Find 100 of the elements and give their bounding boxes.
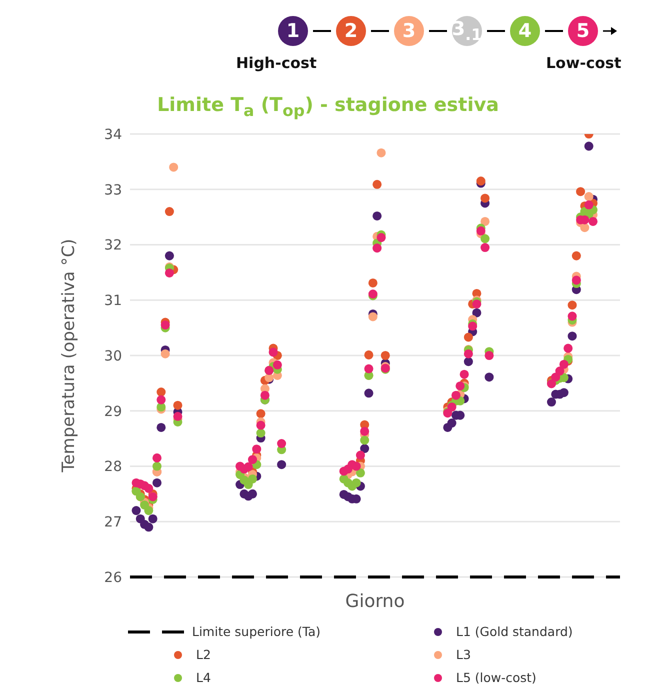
point [584, 200, 594, 210]
point [376, 233, 386, 242]
point [584, 142, 594, 151]
point [156, 395, 166, 404]
point [546, 398, 556, 407]
point [132, 506, 141, 516]
point [360, 436, 370, 445]
point [144, 506, 154, 516]
y-tick-label: 27 [104, 514, 122, 531]
point [472, 308, 482, 318]
point [248, 474, 258, 484]
point [352, 478, 361, 488]
point [260, 390, 270, 400]
point [164, 268, 174, 278]
point [173, 412, 182, 421]
y-tick-label: 31 [104, 293, 122, 310]
point [559, 388, 568, 398]
text: High-cost [236, 54, 317, 72]
point [480, 243, 490, 252]
point [380, 350, 390, 360]
point [360, 444, 370, 454]
point [568, 300, 577, 310]
point [152, 462, 162, 471]
point [484, 372, 494, 382]
y-tick-label: 33 [104, 182, 122, 198]
chart-title: Limite T$_{a}$ (T$_{op}$) - stagione estiva [157, 94, 499, 120]
point [372, 244, 382, 253]
y-tick-label: 34 [104, 126, 122, 143]
point [364, 388, 374, 398]
point [460, 370, 469, 379]
point [588, 216, 598, 226]
point [456, 381, 465, 390]
point [256, 420, 266, 430]
point [244, 462, 253, 472]
point [156, 388, 166, 397]
x-axis-title: Giorno [345, 591, 405, 612]
point [568, 312, 577, 321]
point [152, 453, 162, 462]
legend-label: L1 (Gold standard) [456, 624, 573, 639]
point [256, 409, 266, 418]
point [372, 180, 382, 189]
point [277, 460, 286, 470]
point [584, 192, 594, 202]
point [464, 357, 473, 366]
point [451, 390, 460, 400]
point [160, 320, 170, 330]
y-axis-title: Temperatura (operativa °C) [59, 238, 80, 474]
y-tick-label: 30 [104, 348, 122, 364]
point [564, 344, 573, 353]
point [169, 162, 178, 172]
y-tick-label: 26 [104, 570, 122, 586]
point [248, 455, 258, 464]
point [376, 148, 386, 158]
point [144, 522, 154, 532]
point [160, 349, 170, 358]
point [272, 360, 282, 370]
point [480, 234, 490, 244]
point [368, 312, 378, 322]
legend-label: L2 [196, 647, 211, 662]
point [268, 348, 278, 357]
text: Low-cost [546, 54, 622, 72]
point [576, 187, 586, 196]
point [277, 439, 286, 448]
point [464, 349, 473, 358]
point [472, 299, 482, 309]
y-tick-label: 28 [104, 459, 122, 476]
point [256, 428, 266, 438]
point [555, 366, 564, 376]
legend-label: L4 [196, 670, 211, 685]
point [572, 276, 581, 285]
point [572, 251, 581, 260]
point [484, 350, 494, 360]
point [356, 450, 365, 460]
point [156, 422, 166, 432]
legend-label: L5 (low-cost) [456, 670, 536, 685]
point [173, 400, 182, 410]
y-tick-label: 32 [104, 238, 122, 254]
point [468, 322, 478, 331]
point [352, 462, 361, 471]
point [148, 514, 158, 524]
point [447, 418, 456, 428]
legend-label: Limite superiore (Ta) [192, 624, 320, 639]
point [580, 223, 590, 232]
point [364, 350, 374, 360]
point [364, 364, 374, 374]
point [372, 211, 382, 220]
point [152, 478, 162, 488]
y-tick-label: 29 [104, 404, 122, 420]
point [568, 332, 577, 341]
legend-label: L3 [456, 647, 471, 662]
point [144, 484, 154, 493]
point [248, 489, 258, 498]
point [252, 444, 262, 454]
point [476, 226, 486, 236]
point [480, 194, 490, 203]
point [164, 251, 174, 260]
point [360, 426, 370, 436]
point [559, 360, 568, 369]
point [356, 468, 365, 478]
point [464, 332, 473, 342]
